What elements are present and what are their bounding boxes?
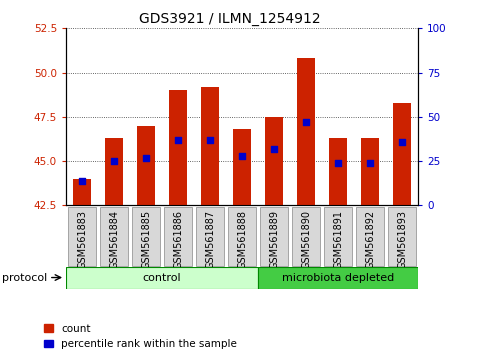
Legend: count, percentile rank within the sample: count, percentile rank within the sample <box>44 324 236 349</box>
Point <box>238 153 245 159</box>
Bar <box>392 103 410 205</box>
Text: microbiota depleted: microbiota depleted <box>282 273 393 282</box>
Bar <box>66 267 258 289</box>
FancyBboxPatch shape <box>100 207 128 266</box>
Point <box>174 137 182 143</box>
Bar <box>137 126 155 205</box>
Text: control: control <box>142 273 181 282</box>
Point <box>397 139 405 144</box>
Point <box>206 137 214 143</box>
Text: GSM561893: GSM561893 <box>396 210 406 269</box>
FancyBboxPatch shape <box>355 207 384 266</box>
Bar <box>264 117 282 205</box>
Text: GSM561883: GSM561883 <box>77 210 87 269</box>
Bar <box>233 129 250 205</box>
Bar <box>105 138 122 205</box>
Point <box>302 119 309 125</box>
Point <box>269 146 277 152</box>
Text: GSM561884: GSM561884 <box>109 210 119 269</box>
Text: GSM561890: GSM561890 <box>301 210 310 269</box>
Text: GSM561885: GSM561885 <box>141 210 151 269</box>
Text: GSM561886: GSM561886 <box>173 210 183 269</box>
FancyBboxPatch shape <box>227 207 256 266</box>
Bar <box>258 267 417 289</box>
FancyBboxPatch shape <box>323 207 352 266</box>
FancyBboxPatch shape <box>291 207 320 266</box>
Bar <box>297 58 314 205</box>
Point <box>142 155 150 160</box>
FancyBboxPatch shape <box>195 207 224 266</box>
Bar <box>73 179 91 205</box>
Text: GSM561891: GSM561891 <box>332 210 343 269</box>
FancyBboxPatch shape <box>387 207 416 266</box>
FancyBboxPatch shape <box>131 207 160 266</box>
Point <box>78 178 86 183</box>
FancyBboxPatch shape <box>259 207 288 266</box>
FancyBboxPatch shape <box>163 207 192 266</box>
Bar <box>328 138 346 205</box>
Bar <box>361 138 378 205</box>
Text: GSM561888: GSM561888 <box>237 210 246 269</box>
Text: GSM561887: GSM561887 <box>204 210 215 269</box>
Text: GSM561892: GSM561892 <box>365 210 374 269</box>
Text: GDS3921 / ILMN_1254912: GDS3921 / ILMN_1254912 <box>139 12 320 27</box>
Point <box>366 160 373 166</box>
Point <box>110 158 118 164</box>
Bar <box>169 90 186 205</box>
Point <box>333 160 341 166</box>
Text: GSM561889: GSM561889 <box>268 210 279 269</box>
Bar <box>201 87 219 205</box>
FancyBboxPatch shape <box>67 207 96 266</box>
Text: protocol: protocol <box>2 273 48 282</box>
